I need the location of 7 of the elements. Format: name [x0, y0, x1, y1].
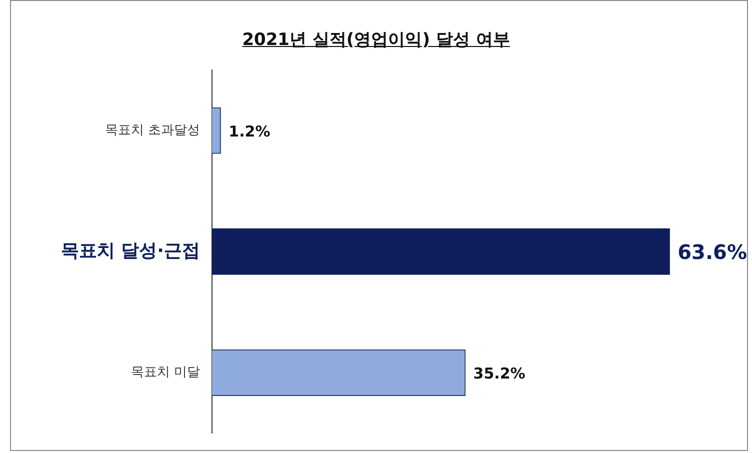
y-tick-label: 목표치 미달 [130, 365, 200, 380]
data-label: 1.2% [228, 122, 270, 140]
y-tick-label: 목표치 초과달성 [104, 122, 200, 138]
y-tick-label: 목표치 달성·근접 [60, 240, 200, 262]
chart-title: 2021년 실적(영업이익) 달성 여부 [241, 29, 511, 51]
data-label: 63.6% [678, 240, 748, 264]
data-label: 35.2% [473, 364, 526, 383]
